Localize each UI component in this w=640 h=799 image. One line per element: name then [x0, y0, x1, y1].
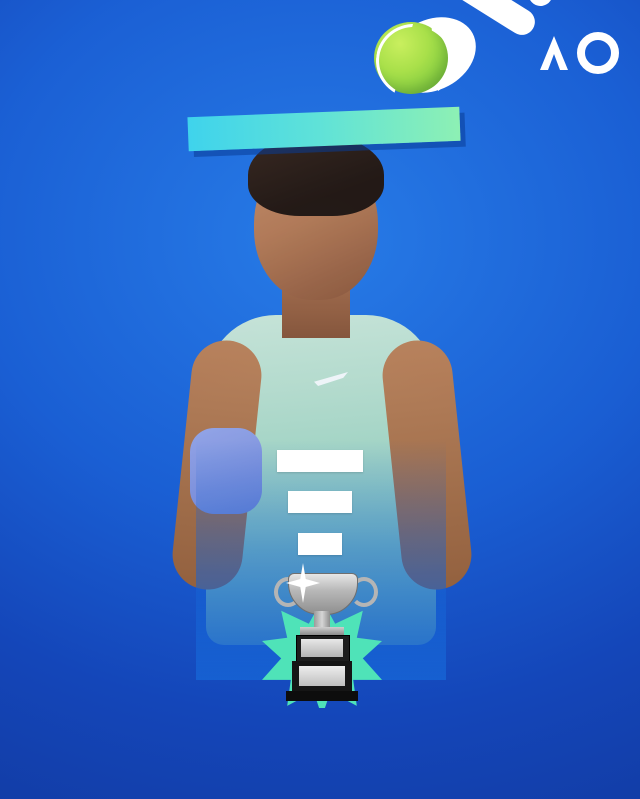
trophy-graphic	[272, 563, 378, 705]
round-label-quarterfinal	[277, 450, 363, 472]
player-fist	[190, 428, 262, 514]
nike-swoosh-icon	[314, 372, 348, 386]
round-label-final	[298, 533, 342, 555]
trophy-bowl	[288, 573, 358, 615]
player-head	[254, 148, 378, 300]
racquet-icon	[350, 0, 558, 108]
trophy-plate-lower	[299, 666, 345, 686]
round-label-semifinal	[288, 491, 352, 513]
player-arm-left	[169, 337, 265, 593]
trophy-foot	[286, 691, 358, 701]
trophy-handle-right	[350, 577, 378, 607]
quarter-banner	[187, 106, 461, 152]
trophy-stem	[314, 611, 330, 629]
ao-logo-icon	[540, 32, 619, 74]
trophy-plate-upper	[301, 639, 343, 657]
player-arm-right	[379, 337, 475, 593]
player-neck	[282, 278, 350, 338]
trophy-plinth	[300, 627, 344, 635]
